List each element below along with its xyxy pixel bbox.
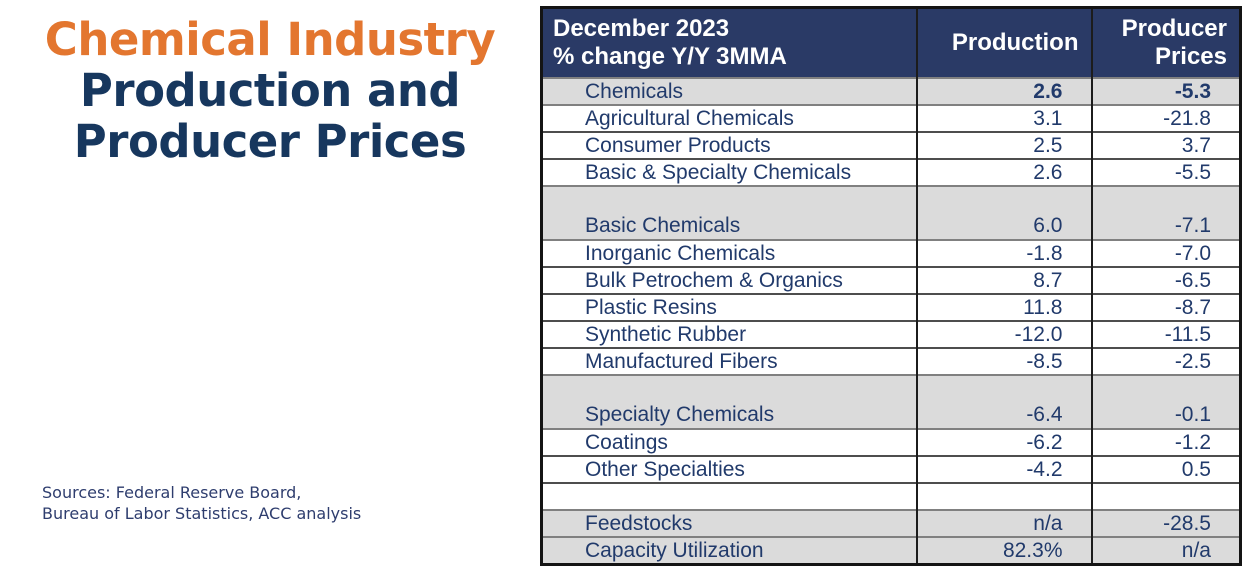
row-label: Synthetic Rubber (541, 320, 917, 348)
producer-prices-value: n/a (1090, 536, 1241, 565)
production-value: 2.5 (915, 131, 1092, 159)
row-label (541, 482, 917, 510)
table-header-row: December 2023 % change Y/Y 3MMA Producti… (541, 7, 1241, 78)
producer-prices-value: -2.5 (1090, 347, 1241, 375)
production-value: 11.8 (915, 293, 1092, 321)
row-label: Other Specialties (541, 455, 917, 483)
header-period-metric: December 2023 % change Y/Y 3MMA (541, 7, 917, 78)
table-row-synthetic-rubber: Synthetic Rubber -12.0 -11.5 (541, 320, 1241, 348)
table-row-inorganic-chemicals: Inorganic Chemicals -1.8 -7.0 (541, 239, 1241, 267)
row-label: Plastic Resins (541, 293, 917, 321)
production-value (915, 482, 1092, 510)
row-label: Agricultural Chemicals (541, 104, 917, 132)
producer-prices-value: 3.7 (1090, 131, 1241, 159)
table-row-chemicals: Chemicals 2.6 -5.3 (541, 77, 1241, 105)
title-line-industry: Chemical Industry (44, 13, 496, 66)
sources-line-2: Bureau of Labor Statistics, ACC analysis (42, 504, 362, 523)
header-production: Production (915, 7, 1092, 78)
production-value: 8.7 (915, 266, 1092, 294)
row-label: Feedstocks (541, 509, 917, 537)
row-label: Chemicals (541, 77, 917, 105)
production-prices-table: December 2023 % change Y/Y 3MMA Producti… (540, 6, 1242, 566)
table-row-consumer-products: Consumer Products 2.5 3.7 (541, 131, 1241, 159)
table-row-plastic-resins: Plastic Resins 11.8 -8.7 (541, 293, 1241, 321)
row-label: Coatings (541, 428, 917, 456)
table-row-basic-specialty-chemicals: Basic & Specialty Chemicals 2.6 -5.5 (541, 158, 1241, 186)
table-row-feedstocks: Feedstocks n/a -28.5 (541, 509, 1241, 537)
production-value: 2.6 (915, 77, 1092, 105)
title-panel: Chemical Industry Production and Produce… (0, 0, 540, 541)
production-value: 2.6 (915, 158, 1092, 186)
table-row-agricultural-chemicals: Agricultural Chemicals 3.1 -21.8 (541, 104, 1241, 132)
producer-prices-value: -0.1 (1090, 374, 1241, 429)
header-producer-prices: Producer Prices (1090, 7, 1241, 78)
row-label: Basic & Specialty Chemicals (541, 158, 917, 186)
table-row-other-specialties: Other Specialties -4.2 0.5 (541, 455, 1241, 483)
row-label: Manufactured Fibers (541, 347, 917, 375)
production-value: -6.2 (915, 428, 1092, 456)
sources-note: Sources: Federal Reserve Board, Bureau o… (42, 482, 361, 524)
row-label: Consumer Products (541, 131, 917, 159)
table-row-blank (541, 482, 1241, 510)
table-row-basic-chemicals: Basic Chemicals 6.0 -7.1 (541, 185, 1241, 240)
production-value: -6.4 (915, 374, 1092, 429)
production-value: 6.0 (915, 185, 1092, 240)
sources-line-1: Sources: Federal Reserve Board, (42, 483, 302, 502)
row-label: Specialty Chemicals (541, 374, 917, 429)
producer-prices-value: -7.1 (1090, 185, 1241, 240)
producer-prices-value: -11.5 (1090, 320, 1241, 348)
production-value: -12.0 (915, 320, 1092, 348)
table-row-manufactured-fibers: Manufactured Fibers -8.5 -2.5 (541, 347, 1241, 375)
row-label: Capacity Utilization (541, 536, 917, 565)
header-period: December 2023 (553, 15, 730, 42)
producer-prices-value: -7.0 (1090, 239, 1241, 267)
row-label: Inorganic Chemicals (541, 239, 917, 267)
producer-prices-value: 0.5 (1090, 455, 1241, 483)
producer-prices-value (1090, 482, 1241, 510)
production-value: 3.1 (915, 104, 1092, 132)
row-label: Basic Chemicals (541, 185, 917, 240)
producer-prices-value: -21.8 (1090, 104, 1241, 132)
page-title: Chemical Industry Production and Produce… (0, 14, 540, 167)
producer-prices-value: -5.5 (1090, 158, 1241, 186)
data-table-container: December 2023 % change Y/Y 3MMA Producti… (540, 6, 1242, 566)
production-value: -1.8 (915, 239, 1092, 267)
table-row-specialty-chemicals: Specialty Chemicals -6.4 -0.1 (541, 374, 1241, 429)
table-row-bulk-petrochem-organics: Bulk Petrochem & Organics 8.7 -6.5 (541, 266, 1241, 294)
production-value: -4.2 (915, 455, 1092, 483)
producer-prices-value: -28.5 (1090, 509, 1241, 537)
producer-prices-value: -1.2 (1090, 428, 1241, 456)
title-line-prices: Producer Prices (73, 115, 467, 168)
title-line-production: Production and (79, 64, 461, 117)
production-value: n/a (915, 509, 1092, 537)
producer-prices-value: -5.3 (1090, 77, 1241, 105)
header-metric: % change Y/Y 3MMA (553, 43, 787, 70)
production-value: 82.3% (915, 536, 1092, 565)
table-row-capacity-utilization: Capacity Utilization 82.3% n/a (541, 536, 1241, 565)
producer-prices-value: -6.5 (1090, 266, 1241, 294)
row-label: Bulk Petrochem & Organics (541, 266, 917, 294)
production-value: -8.5 (915, 347, 1092, 375)
table-row-coatings: Coatings -6.2 -1.2 (541, 428, 1241, 456)
producer-prices-value: -8.7 (1090, 293, 1241, 321)
